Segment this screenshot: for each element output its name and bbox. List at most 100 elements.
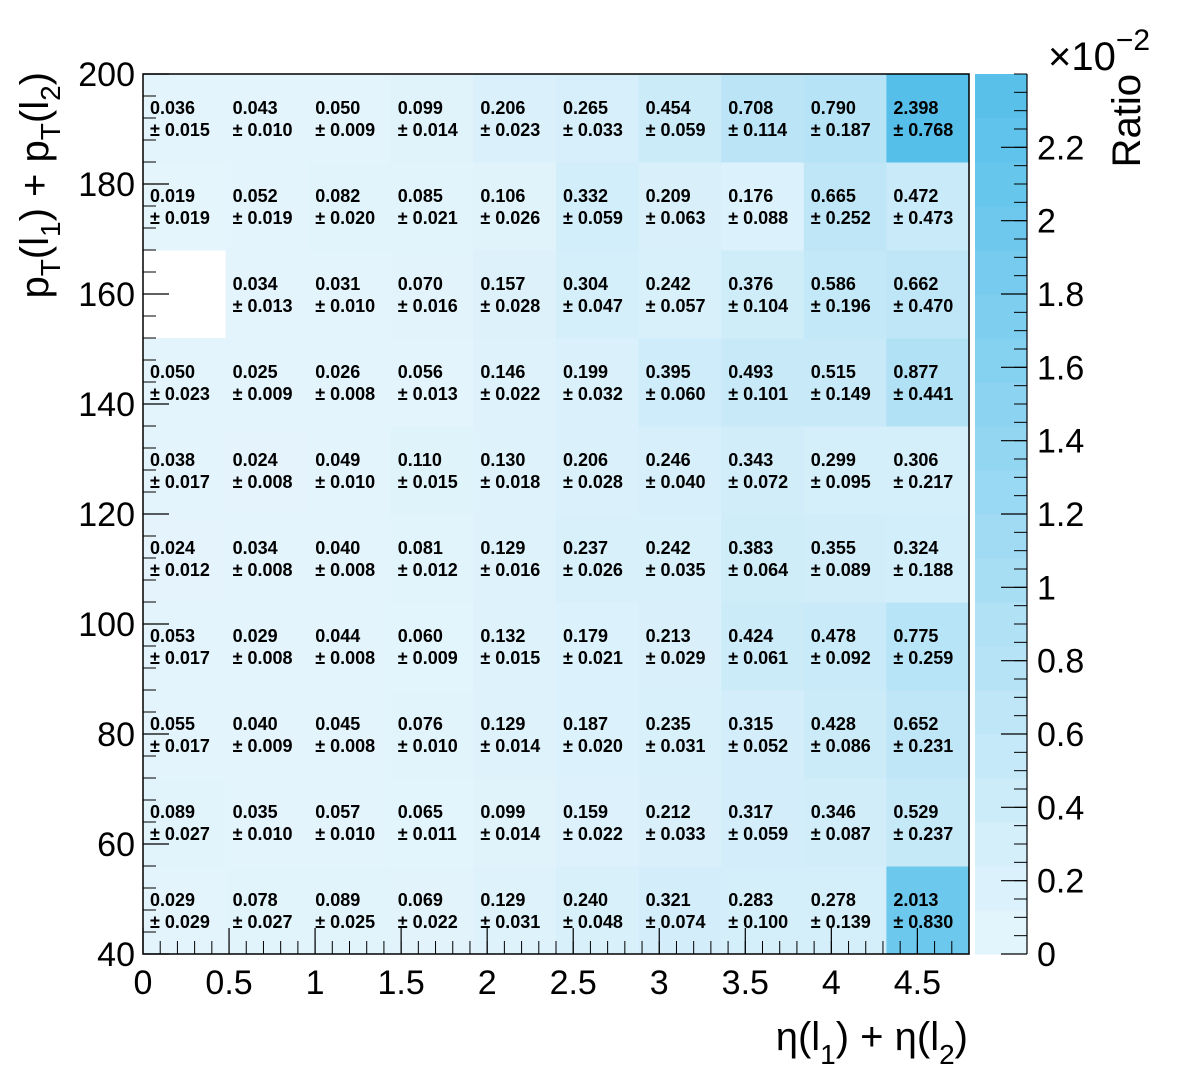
cell-value-label: 0.355	[811, 538, 856, 558]
cell-value-label: 0.040	[315, 538, 360, 558]
heatmap-cell	[473, 74, 557, 163]
heatmap-cell	[473, 690, 557, 779]
cell-error-label: ± 0.187	[811, 120, 871, 140]
heatmap-cell	[390, 74, 474, 163]
cell-value-label: 0.026	[315, 362, 360, 382]
cell-error-label: ± 0.196	[811, 296, 871, 316]
palette-band	[975, 338, 1027, 383]
heatmap-cell	[473, 866, 557, 955]
heatmap-cell	[308, 250, 392, 339]
cell-value-label: 0.019	[150, 186, 195, 206]
cell-error-label: ± 0.061	[728, 648, 788, 668]
z-tick-label: 1.8	[1037, 276, 1084, 314]
cell-value-label: 0.212	[646, 802, 691, 822]
cell-value-label: 0.299	[811, 450, 856, 470]
cell-error-label: ± 0.013	[233, 296, 293, 316]
cell-value-label: 0.708	[728, 98, 773, 118]
cell-error-label: ± 0.086	[811, 736, 871, 756]
cell-value-label: 0.065	[398, 802, 443, 822]
heatmap-cell	[143, 866, 227, 955]
cell-value-label: 0.106	[480, 186, 525, 206]
cell-error-label: ± 0.012	[398, 560, 458, 580]
y-tick-label: 60	[97, 826, 135, 864]
cell-value-label: 0.209	[646, 186, 691, 206]
cell-value-label: 0.529	[893, 802, 938, 822]
cell-error-label: ± 0.010	[315, 296, 375, 316]
heatmap-cell	[473, 602, 557, 691]
cell-error-label: ± 0.014	[480, 824, 540, 844]
heatmap-cell	[803, 514, 887, 603]
cell-error-label: ± 0.009	[233, 736, 293, 756]
cell-error-label: ± 0.010	[233, 120, 293, 140]
cell-value-label: 0.055	[150, 714, 195, 734]
cell-error-label: ± 0.441	[893, 384, 953, 404]
cell-value-label: 0.089	[315, 890, 360, 910]
cell-error-label: ± 0.031	[646, 736, 706, 756]
heatmap-cell	[556, 514, 640, 603]
cell-error-label: ± 0.022	[563, 824, 623, 844]
cell-error-label: ± 0.100	[728, 912, 788, 932]
cell-error-label: ± 0.019	[150, 208, 210, 228]
heatmap-cell	[638, 250, 722, 339]
palette-band	[975, 426, 1027, 471]
heatmap-cell	[390, 162, 474, 251]
cell-error-label: ± 0.029	[150, 912, 210, 932]
heatmap-cell	[886, 602, 970, 691]
heatmap-cell	[638, 778, 722, 867]
heatmap-cell	[473, 514, 557, 603]
heatmap-cell	[143, 778, 227, 867]
cell-value-label: 0.395	[646, 362, 691, 382]
cell-error-label: ± 0.021	[398, 208, 458, 228]
cell-value-label: 0.034	[233, 538, 278, 558]
palette-band	[975, 690, 1027, 735]
cell-value-label: 0.278	[811, 890, 856, 910]
palette-band	[975, 470, 1027, 515]
cell-value-label: 0.246	[646, 450, 691, 470]
heatmap-cell	[638, 74, 722, 163]
cell-value-label: 0.025	[233, 362, 278, 382]
cell-value-label: 0.132	[480, 626, 525, 646]
cell-error-label: ± 0.017	[150, 472, 210, 492]
cell-error-label: ± 0.217	[893, 472, 953, 492]
heatmap-cell	[721, 162, 805, 251]
y-tick-label: 80	[97, 716, 135, 754]
cell-error-label: ± 0.008	[315, 648, 375, 668]
cell-value-label: 0.024	[233, 450, 278, 470]
heatmap-cell	[886, 338, 970, 427]
cell-value-label: 0.034	[233, 274, 278, 294]
cell-error-label: ± 0.768	[893, 120, 953, 140]
y-tick-label: 140	[78, 386, 135, 424]
heatmap-cell	[803, 778, 887, 867]
cell-value-label: 0.050	[150, 362, 195, 382]
cell-error-label: ± 0.025	[315, 912, 375, 932]
y-axis: 40 60 80 100 120 140 160 180 200	[78, 56, 169, 974]
cell-error-label: ± 0.237	[893, 824, 953, 844]
cell-error-label: ± 0.473	[893, 208, 953, 228]
heatmap-cell	[390, 338, 474, 427]
cell-value-label: 0.089	[150, 802, 195, 822]
cell-error-label: ± 0.059	[728, 824, 788, 844]
heatmap-cell	[143, 338, 227, 427]
heatmap-cell	[473, 426, 557, 515]
cell-value-label: 0.129	[480, 890, 525, 910]
heatmap-cell	[473, 162, 557, 251]
cell-error-label: ± 0.010	[233, 824, 293, 844]
cell-error-label: ± 0.017	[150, 736, 210, 756]
cell-error-label: ± 0.074	[646, 912, 706, 932]
heatmap-cell	[390, 250, 474, 339]
heatmap-cell	[721, 338, 805, 427]
heatmap-cell	[308, 690, 392, 779]
heatmap-cell	[390, 426, 474, 515]
heatmap-cell	[886, 162, 970, 251]
cell-value-label: 0.428	[811, 714, 856, 734]
x-axis: 0 0.5 1 1.5 2 2.5 3 3.5 4 4.5	[134, 928, 970, 1002]
heatmap-cell	[308, 602, 392, 691]
palette-band	[975, 910, 1027, 955]
cell-error-label: ± 0.017	[150, 648, 210, 668]
heatmap-cell	[638, 426, 722, 515]
y-tick-label: 120	[78, 496, 135, 534]
heatmap-cell	[886, 250, 970, 339]
cell-error-label: ± 0.009	[315, 120, 375, 140]
cell-value-label: 0.242	[646, 538, 691, 558]
heatmap-cell	[556, 74, 640, 163]
